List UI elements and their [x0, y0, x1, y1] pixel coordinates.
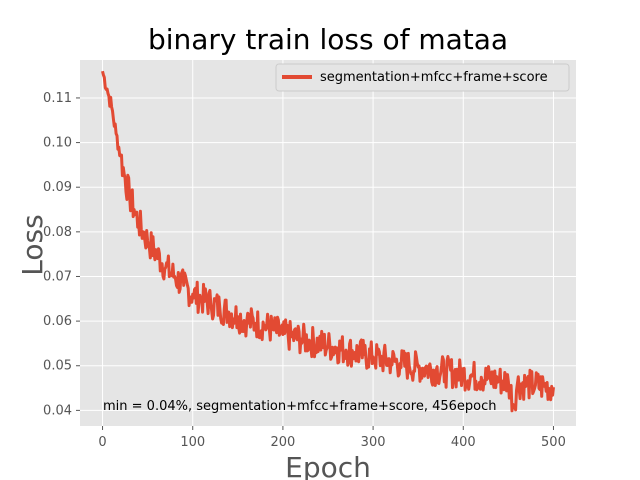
- legend-label: segmentation+mfcc+frame+score: [320, 70, 548, 85]
- plot-area: [80, 60, 576, 426]
- y-tick-label: 0.08: [43, 225, 72, 240]
- x-tick-label: 300: [361, 435, 386, 450]
- y-tick-label: 0.11: [43, 91, 72, 106]
- y-tick-label: 0.09: [43, 180, 72, 195]
- axis-ticks: 0 100 200 300 400 500 0.04 0.05 0.06 0.07 0.08 0.09…: [43, 91, 566, 450]
- legend-box: [275, 63, 570, 92]
- y-tick-label: 0.04: [43, 403, 72, 418]
- x-tick-label: 400: [451, 435, 476, 450]
- legend: segmentation+mfcc+frame+score: [275, 63, 570, 92]
- y-tick-label: 0.07: [43, 269, 72, 284]
- y-axis-label: Loss: [16, 214, 49, 275]
- series-line: [101, 70, 555, 413]
- grid-lines: [80, 60, 576, 426]
- x-tick-label: 500: [541, 435, 566, 450]
- min-annotation: min = 0.04%, segmentation+mfcc+frame+sco…: [103, 399, 497, 414]
- x-tick-label: 100: [180, 435, 205, 450]
- series-layer: [101, 70, 555, 413]
- x-tick-label: 0: [98, 435, 106, 450]
- x-tick-label: 200: [270, 435, 295, 450]
- y-tick-label: 0.06: [43, 314, 72, 329]
- chart-title: binary train loss of mataa: [148, 23, 508, 56]
- x-axis-label: Epoch: [285, 451, 371, 480]
- y-tick-label: 0.05: [43, 359, 72, 374]
- y-tick-label: 0.10: [43, 136, 72, 151]
